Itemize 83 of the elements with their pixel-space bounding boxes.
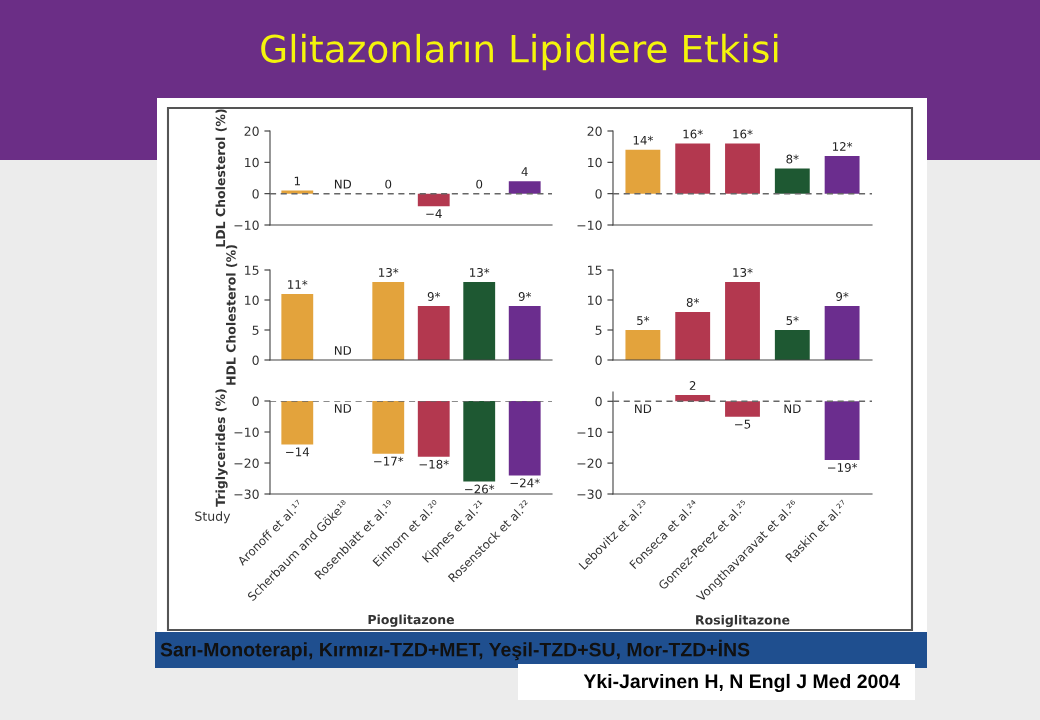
data-label: 2 <box>689 381 696 390</box>
bar <box>725 143 760 194</box>
y-tick-label: −30 <box>234 489 259 499</box>
text: Sarı-Monoterapi, Kırmızı-TZD+MET, Yeşil-TZD+SU, Mor-TZD+İNS <box>160 639 750 661</box>
bar <box>372 282 405 360</box>
data-label: 0 <box>385 179 392 189</box>
y-tick-label: 15 <box>588 265 602 275</box>
x-axis-title: Pioglitazone <box>368 614 454 627</box>
data-label: 0 <box>476 179 483 189</box>
data-label: 5* <box>637 316 650 325</box>
y-tick-label: 15 <box>245 265 259 275</box>
data-label: 5* <box>786 316 799 325</box>
y-tick-label: 10 <box>588 295 602 305</box>
text: ND <box>334 346 352 355</box>
x-axis-title: Rosiglitazone <box>696 614 790 628</box>
y-tick-label: 0 <box>252 396 259 406</box>
y-tick-label: 20 <box>587 126 602 136</box>
text: Yki-Jarvinen H, N Engl J Med 2004 <box>583 673 900 693</box>
text: ND <box>784 404 801 414</box>
bar <box>675 312 711 360</box>
y-axis-title: Triglycerides (%) <box>215 389 228 507</box>
data-label: 4 <box>521 167 528 176</box>
text: ND <box>334 404 352 413</box>
data-label: −14 <box>286 447 310 457</box>
bar <box>774 168 810 194</box>
y-axis-title: HDL Cholesterol (%) <box>226 245 238 385</box>
y-tick-label: −20 <box>234 458 259 468</box>
bar <box>463 282 496 360</box>
data-label: 16* <box>733 129 753 139</box>
data-label: −17* <box>374 456 404 466</box>
data-label: 11* <box>288 280 308 289</box>
bar <box>417 306 450 360</box>
text: Study <box>195 511 231 524</box>
y-tick-label: 5 <box>252 325 259 335</box>
y-tick-label: 0 <box>595 396 602 407</box>
data-label: −5 <box>735 419 751 429</box>
bar <box>281 294 314 360</box>
data-label: −26* <box>465 484 495 494</box>
bar <box>675 143 711 194</box>
y-tick-label: −30 <box>577 489 602 499</box>
data-label: 1 <box>294 176 300 186</box>
y-tick-label: 0 <box>252 355 259 365</box>
y-tick-label: −10 <box>577 220 602 230</box>
chart-title: Glitazonların Lipidlere Etkisi <box>261 33 778 71</box>
data-label: −18* <box>419 459 449 469</box>
y-tick-label: 0 <box>595 355 602 365</box>
data-label: 9* <box>427 292 441 301</box>
y-tick-label: −10 <box>234 427 259 437</box>
y-tick-label: 0 <box>252 189 259 199</box>
bar <box>625 149 661 194</box>
data-label: 12* <box>832 142 853 151</box>
bar <box>774 330 810 360</box>
data-label: 13* <box>470 268 490 277</box>
bar <box>508 181 541 194</box>
bar <box>508 306 541 360</box>
y-axis-title: LDL Cholesterol (%) <box>215 109 227 247</box>
data-label: 13* <box>733 268 753 277</box>
text: ND <box>334 179 352 189</box>
y-tick-label: 10 <box>588 157 602 168</box>
bar <box>625 330 661 360</box>
y-tick-label: 10 <box>245 295 259 305</box>
data-label: −4 <box>426 209 442 218</box>
data-label: −19* <box>827 462 858 472</box>
bar <box>824 306 860 360</box>
data-label: 13* <box>379 268 399 277</box>
data-label: 9* <box>518 292 532 301</box>
data-label: −24* <box>510 478 540 488</box>
y-tick-label: −10 <box>577 427 602 438</box>
data-label: 8* <box>786 154 799 164</box>
y-tick-label: −20 <box>577 458 602 469</box>
y-tick-label: 20 <box>244 126 259 136</box>
bar <box>417 193 450 207</box>
bar <box>824 156 860 194</box>
y-tick-label: −10 <box>234 220 259 230</box>
data-label: 16* <box>683 129 703 139</box>
y-tick-label: 10 <box>245 157 259 168</box>
data-label: 14* <box>633 135 653 145</box>
data-label: 9* <box>836 292 849 301</box>
y-tick-label: 0 <box>595 189 602 199</box>
text: ND <box>635 404 652 414</box>
y-tick-label: 5 <box>595 325 602 335</box>
bar <box>725 282 760 360</box>
data-label: 8* <box>686 298 700 307</box>
